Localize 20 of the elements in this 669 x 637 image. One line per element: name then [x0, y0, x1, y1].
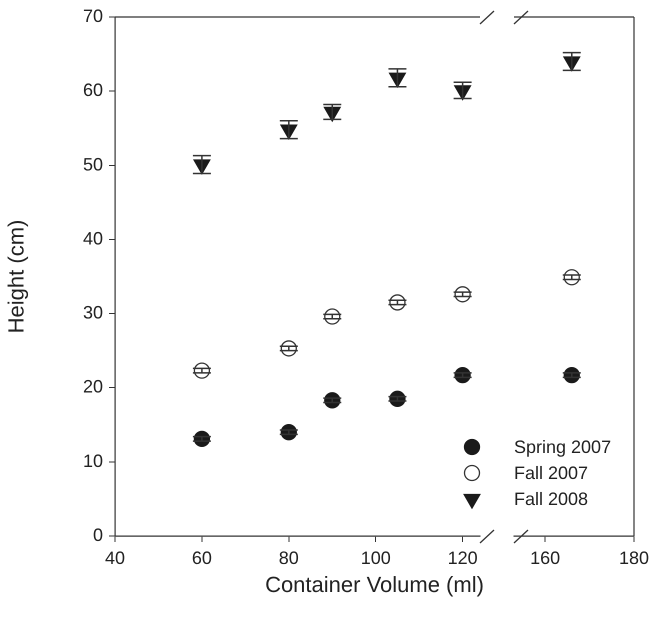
x-tick-label: 80	[278, 548, 299, 568]
y-tick-label: 20	[82, 376, 103, 397]
y-tick-label: 0	[92, 524, 103, 545]
x-axis-title: Container Volume (ml)	[264, 572, 485, 598]
y-tick-label: 10	[82, 450, 103, 471]
y-tick-label: 50	[82, 154, 103, 174]
y-axis-title: Height (cm)	[3, 220, 28, 334]
x-tick-label: 40	[104, 548, 126, 568]
legend-label: Fall 2007	[514, 462, 588, 483]
legend-label: Spring 2007	[514, 436, 612, 457]
x-tick-label: 60	[192, 548, 212, 568]
x-tick-label: 180	[618, 548, 650, 568]
x-tick-label: 100	[360, 548, 391, 568]
y-tick-label: 40	[82, 228, 103, 248]
x-tick-label: 160	[530, 548, 560, 568]
x-tick-label: 120	[448, 548, 478, 568]
y-tick-label: 60	[82, 80, 103, 100]
y-tick-label: 30	[82, 302, 103, 323]
y-tick-label: 70	[82, 6, 103, 26]
legend-label: Fall 2008	[514, 488, 588, 509]
